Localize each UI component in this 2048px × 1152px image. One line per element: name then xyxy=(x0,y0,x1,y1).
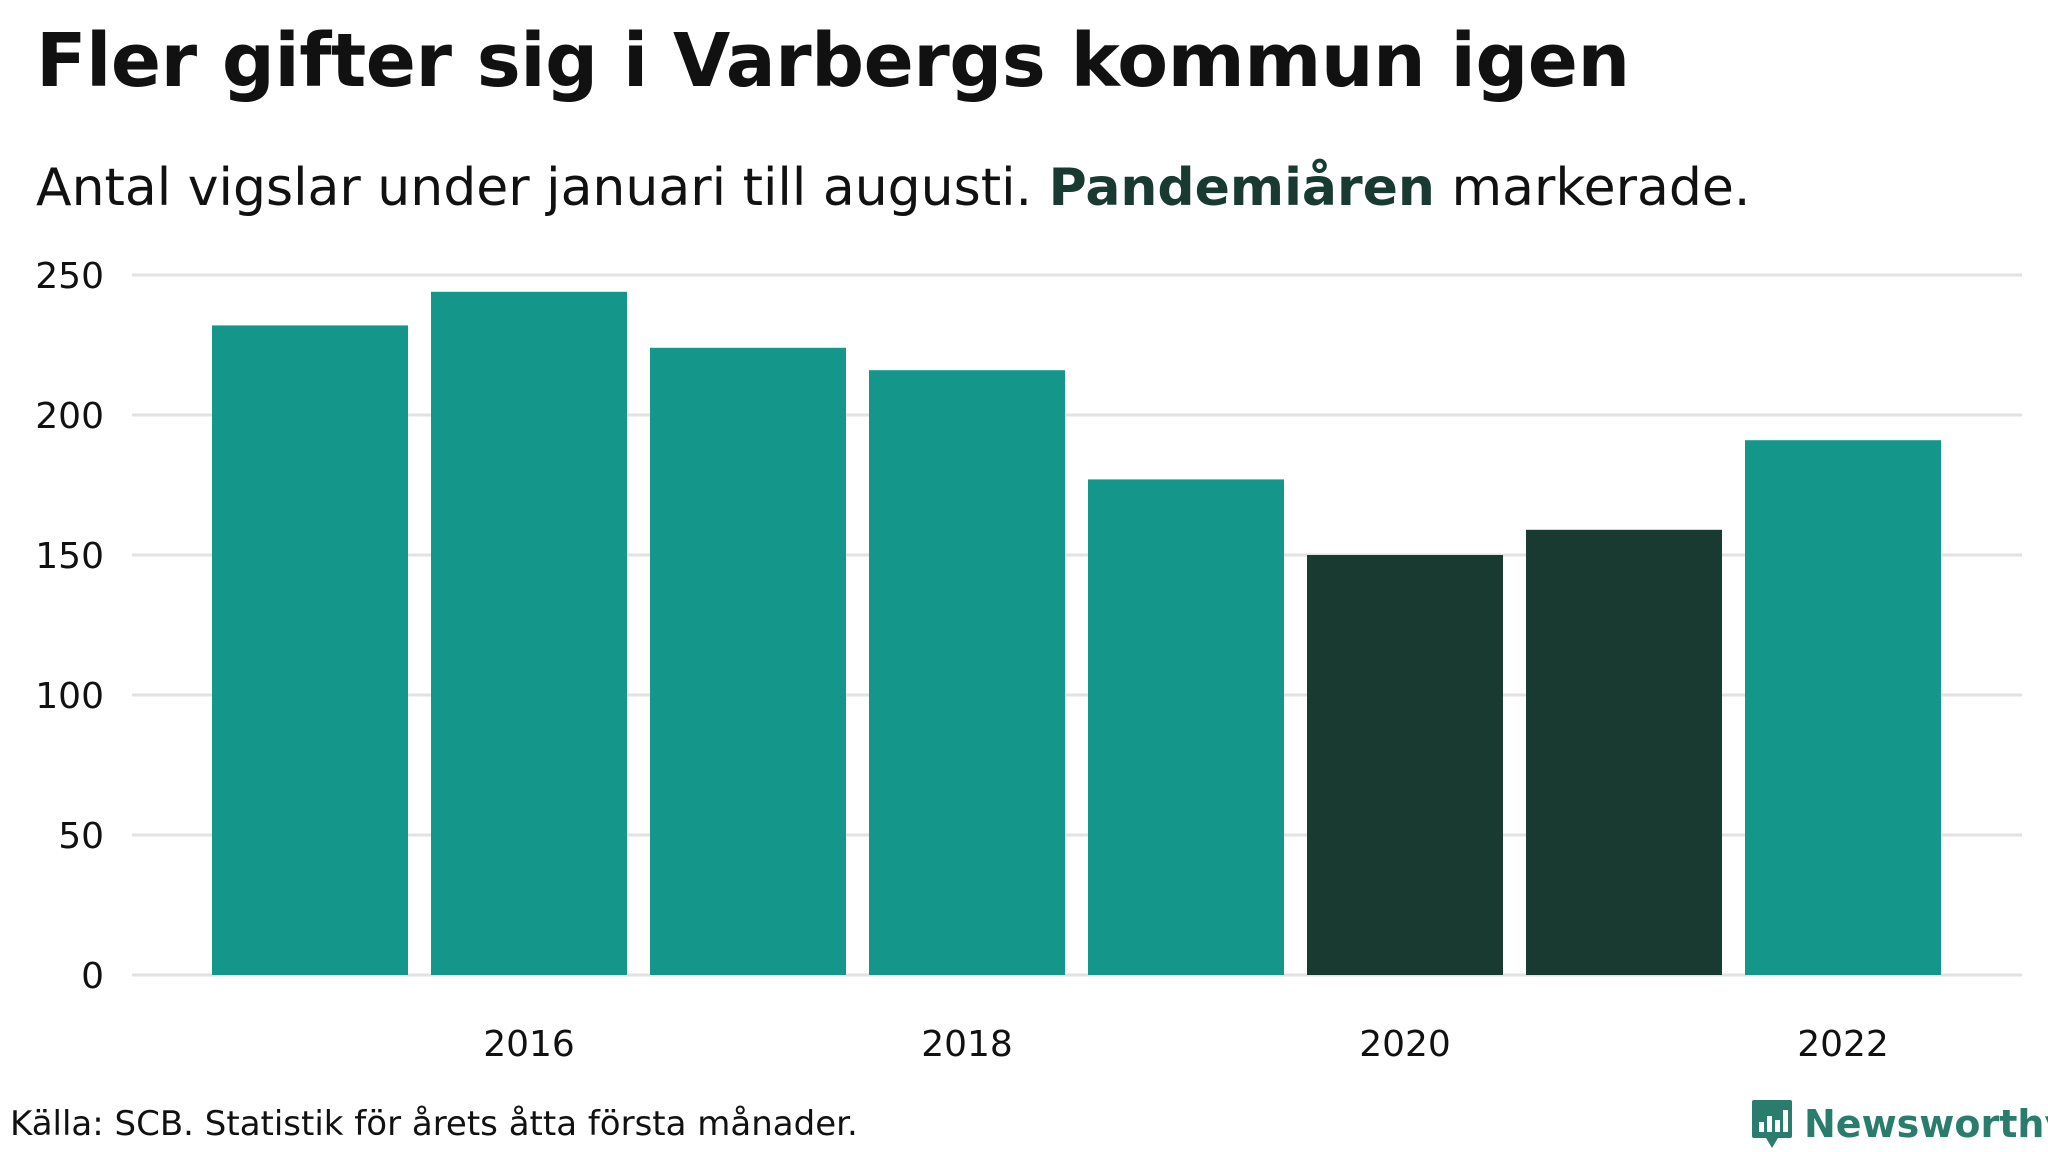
chart-title: Fler gifter sig i Varbergs kommun igen xyxy=(36,18,1630,104)
subtitle-text-end: markerade. xyxy=(1434,158,1751,218)
brand-name: Newsworthy xyxy=(1804,1102,2048,1146)
grid-lines xyxy=(132,273,2022,977)
bar-2015 xyxy=(212,325,408,975)
x-axis-ticks: 2016 2018 2020 2022 xyxy=(483,1024,1889,1065)
bar-2019 xyxy=(1088,479,1284,975)
y-tick-label: 250 xyxy=(35,256,104,297)
y-tick-label: 0 xyxy=(81,956,104,997)
bars xyxy=(212,291,1941,975)
y-tick-label: 150 xyxy=(35,536,104,577)
bar-chart: 0 50 100 150 200 250 2016 2018 2020 2022 xyxy=(35,256,2022,1065)
x-tick-label: 2016 xyxy=(483,1024,575,1065)
y-tick-label: 50 xyxy=(58,816,104,857)
chart-subtitle: Antal vigslar under januari till augusti… xyxy=(36,158,1750,218)
y-tick-label: 100 xyxy=(35,676,104,717)
subtitle-text: Antal vigslar under januari till augusti… xyxy=(36,158,1049,218)
bar-2018 xyxy=(869,370,1065,975)
x-tick-label: 2020 xyxy=(1359,1024,1451,1065)
x-tick-label: 2022 xyxy=(1797,1024,1889,1065)
bar-2020 xyxy=(1307,555,1503,975)
source-note: Källa: SCB. Statistik för årets åtta för… xyxy=(10,1104,858,1144)
chart-bubble-icon xyxy=(1752,1100,1792,1148)
y-axis-ticks: 0 50 100 150 200 250 xyxy=(35,256,104,997)
x-tick-label: 2018 xyxy=(921,1024,1013,1065)
bar-2022 xyxy=(1745,440,1941,975)
bar-2017 xyxy=(650,347,846,975)
subtitle-highlight: Pandemiåren xyxy=(1048,158,1435,218)
bar-2016 xyxy=(431,291,627,975)
newsworthy-logo[interactable]: Newsworthy xyxy=(1750,1098,2048,1150)
bar-2021 xyxy=(1526,529,1722,975)
y-tick-label: 200 xyxy=(35,396,104,437)
